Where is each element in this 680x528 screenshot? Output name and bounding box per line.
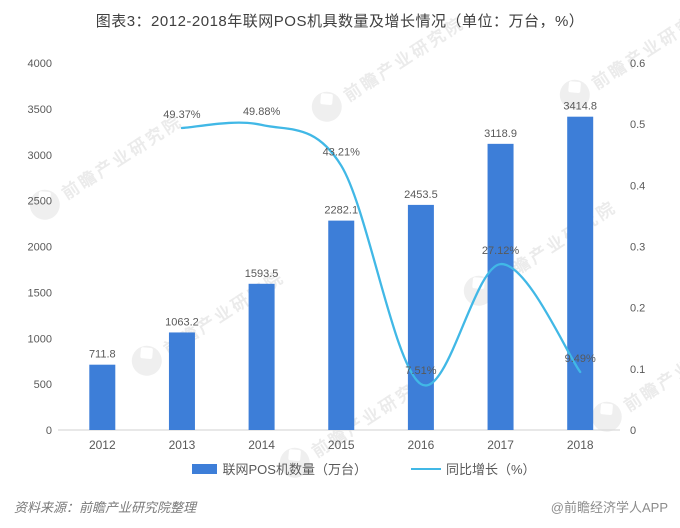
- x-axis-label: 2015: [328, 438, 355, 452]
- x-axis-label: 2017: [487, 438, 514, 452]
- bar-value-label: 3118.9: [484, 128, 517, 140]
- left-axis-tick: 3500: [28, 104, 52, 116]
- bar[interactable]: [407, 204, 434, 430]
- right-axis-tick: 0.6: [630, 58, 645, 70]
- bar[interactable]: [567, 116, 594, 430]
- bar[interactable]: [89, 364, 116, 430]
- left-axis-tick: 2500: [28, 196, 52, 208]
- line-value-label: 9.49%: [565, 353, 596, 365]
- bar-value-label: 2282.1: [324, 205, 358, 217]
- x-axis-label: 2012: [89, 438, 116, 452]
- bar-value-labels: 711.8 1063.2 1593.5 2282.1 2453.5 3118.9 3414.…: [89, 101, 597, 361]
- right-axis-tick: 0.5: [630, 119, 645, 131]
- line-value-label: 7.51%: [405, 365, 436, 377]
- right-axis-tick: 0.2: [630, 303, 645, 315]
- right-axis-tick: 0.3: [630, 242, 645, 254]
- source-note: 资料来源：前瞻产业研究院整理: [14, 500, 197, 515]
- bar-value-label: 3414.8: [563, 101, 597, 113]
- line-value-label: 49.37%: [163, 109, 201, 121]
- legend-item-bar[interactable]: 联网POS机数量（万台）: [192, 459, 367, 478]
- right-axis-tick: 0.1: [630, 364, 645, 376]
- left-axis-tick: 3000: [28, 150, 52, 162]
- legend-line-label: 同比增长（%）: [445, 462, 536, 477]
- bar-value-label: 711.8: [89, 349, 116, 361]
- bar[interactable]: [168, 332, 195, 430]
- left-axis-tick: 1500: [28, 287, 52, 299]
- x-axis-labels: 2012 2013 2014 2015 2016 2017 2018: [89, 438, 594, 452]
- bar[interactable]: [328, 220, 355, 430]
- x-axis-label: 2014: [248, 438, 275, 452]
- left-axis-tick: 0: [46, 425, 52, 437]
- chart-title: 图表3：2012-2018年联网POS机具数量及增长情况（单位：万台，%）: [95, 13, 585, 30]
- growth-line[interactable]: [180, 121, 582, 387]
- left-axis-tick: 2000: [28, 242, 52, 254]
- line-value-label: 49.88%: [243, 106, 281, 118]
- legend-item-line[interactable]: 同比增长（%）: [410, 459, 536, 478]
- x-axis-label: 2018: [567, 438, 594, 452]
- bar[interactable]: [248, 283, 275, 430]
- x-axis-label: 2013: [169, 438, 196, 452]
- bar-swatch-icon: [192, 463, 218, 474]
- line-swatch-icon: [410, 467, 441, 470]
- line-value-label: 43.21%: [323, 147, 361, 159]
- left-axis-tick: 500: [34, 379, 52, 391]
- bar[interactable]: [487, 143, 514, 430]
- bar-series: [89, 116, 594, 430]
- line-value-labels: 49.37% 49.88% 43.21% 7.51% 27.12% 9.49%: [163, 106, 596, 377]
- bar-value-label: 2453.5: [404, 189, 438, 201]
- left-axis-tick: 1000: [28, 333, 52, 345]
- bar-value-label: 1063.2: [165, 316, 199, 328]
- line-value-label: 27.12%: [482, 245, 520, 257]
- left-axis-tick: 4000: [28, 58, 52, 70]
- x-axis-label: 2016: [408, 438, 435, 452]
- right-axis-tick: 0.4: [630, 180, 645, 192]
- chart-legend: 联网POS机数量（万台） 同比增长（%）: [24, 459, 680, 478]
- legend-bar-label: 联网POS机数量（万台）: [222, 462, 367, 477]
- bar-value-label: 1593.5: [245, 268, 279, 280]
- credit-note: @前瞻经济学人APP: [550, 500, 668, 515]
- axis-ticks: 0 500 1000 1500 2000 2500 3000 3500 4000 0 0.1 0.2 0…: [28, 58, 646, 437]
- right-axis-tick: 0: [630, 425, 636, 437]
